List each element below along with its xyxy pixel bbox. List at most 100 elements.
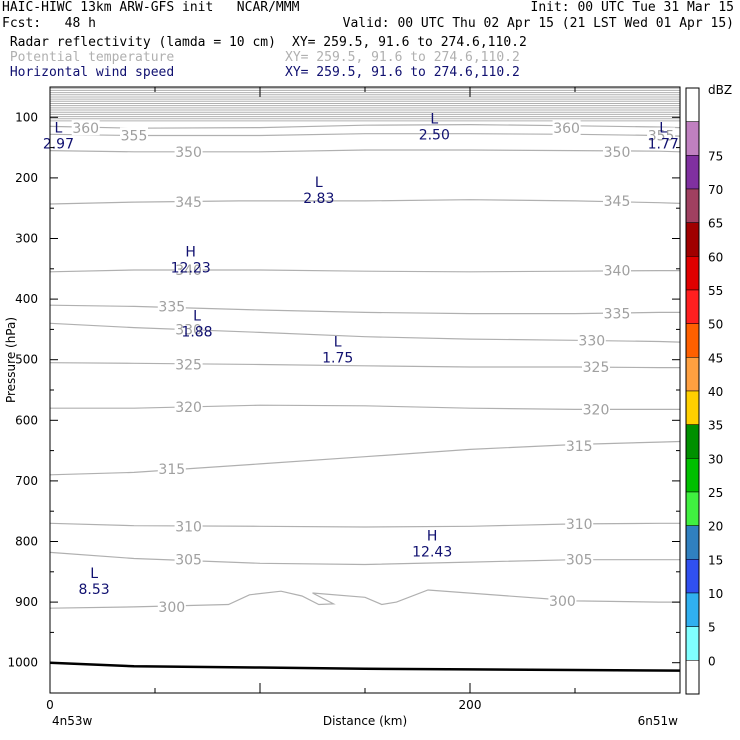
colorbar-level-label: 25 (708, 486, 723, 500)
colorbar-swatch (685, 626, 700, 661)
isentrope-label-bg (174, 356, 203, 372)
isentrope-label: 320 (583, 402, 610, 418)
field-xy-wind-speed: XY= 259.5, 91.6 to 274.6,110.2 (285, 65, 520, 80)
colorbar-swatch (685, 660, 700, 695)
colorbar-frame (685, 87, 700, 695)
isentrope-label: 320 (175, 400, 202, 416)
wind-extremum-value: 12.43 (412, 544, 452, 560)
header-init: Init: 00 UTC Tue 31 Mar 15 (530, 0, 735, 15)
wind-extremum-low-marker: L (90, 566, 98, 582)
isentrope-label-bg (174, 551, 203, 567)
isentrope-label-bg (174, 321, 203, 337)
colorbar-swatch (685, 424, 700, 459)
colorbar-level-label: 30 (708, 452, 723, 466)
x-tick-label: 0 (46, 698, 54, 712)
isentrope-label-bg (603, 192, 631, 208)
colorbar-level-label: 50 (708, 318, 723, 332)
y-tick-label: 900 (15, 595, 38, 609)
isentrope-300-line (50, 589, 680, 609)
isentrope-label-bg (548, 592, 577, 608)
wind-extremum-low-marker: L (430, 111, 438, 127)
isentrope-345-line (50, 199, 680, 205)
field-label-reflectivity: Radar reflectivity (lamda = 10 cm) (2, 35, 276, 50)
colorbar-swatch (685, 390, 700, 425)
isentrope-label: 355 (648, 128, 675, 144)
isentrope-label: 330 (578, 333, 605, 349)
isentrope-label-bg (647, 127, 676, 143)
header-title: HAIC-HIWC 13km ARW-GFS init NCAR/MMM (2, 0, 300, 15)
isentrope-340-line (50, 269, 680, 273)
colorbar-swatch (685, 491, 700, 526)
field-label-potential-temperature: Potential temperature (2, 50, 175, 65)
isentrope-355-line (50, 133, 680, 137)
y-tick-label: 1000 (7, 656, 38, 670)
colorbar-swatch (685, 289, 700, 324)
isentrope-label-bg (582, 401, 610, 417)
isentrope-label: 325 (583, 360, 610, 376)
isentrope-label-bg (174, 143, 203, 159)
colorbar-level-label: 60 (708, 250, 723, 264)
isentrope-label-bg (174, 194, 203, 210)
isentrope-label: 300 (549, 594, 576, 610)
colorbar-swatch (685, 357, 700, 392)
wind-extremum-value: 8.53 (79, 582, 110, 598)
wind-extremum-value: 2.97 (43, 136, 74, 152)
y-tick-label: 400 (15, 292, 38, 306)
colorbar-swatch (685, 87, 700, 122)
header-forecast: Fcst: 48 h (2, 16, 96, 31)
x-tick-label: 200 (459, 698, 482, 712)
wind-extremum-high-marker: H (185, 245, 196, 261)
colorbar-title: dBZ (708, 83, 732, 97)
isentrope-label: 315 (158, 462, 185, 478)
x-end-label-left: 4n53w (52, 714, 93, 728)
isentrope-320-line (50, 404, 680, 410)
colorbar-level-label: 40 (708, 385, 723, 399)
colorbar-level-label: 70 (708, 183, 723, 197)
isentrope-label-bg (577, 332, 606, 348)
isentrope-label: 330 (175, 322, 202, 338)
terrain-line (50, 661, 680, 672)
x-axis-label: Distance (km) (323, 714, 407, 728)
isentrope-label-bg (565, 515, 594, 531)
y-tick-label: 600 (15, 413, 38, 427)
colorbar-level-label: 55 (708, 284, 723, 298)
isentrope-label: 335 (604, 307, 631, 323)
isentrope-label: 360 (72, 121, 99, 137)
y-tick-label: 700 (15, 474, 38, 488)
wind-extremum-value: 12.23 (171, 261, 211, 277)
isentrope-label-bg (157, 460, 186, 476)
colorbar-level-label: 15 (708, 553, 723, 567)
isentrope-350-line (50, 149, 680, 153)
isentrope-330-line (50, 322, 680, 343)
header-valid: Valid: 00 UTC Thu 02 Apr 15 (21 LST Wed … (342, 16, 734, 31)
colorbar-swatch (685, 323, 700, 358)
colorbar-level-label: 75 (708, 149, 723, 163)
wind-extremum-value: 1.88 (181, 324, 212, 340)
colorbar-level-label: 5 (708, 621, 716, 635)
isentrope-label-bg (565, 551, 594, 567)
colorbar-swatch (685, 458, 700, 493)
colorbar-swatch (685, 525, 700, 560)
isentrope-label-bg (174, 398, 203, 414)
wind-extremum-value: 2.83 (303, 191, 334, 207)
isentrope-315-line (50, 440, 680, 476)
y-tick-label: 200 (15, 171, 38, 185)
isentrope-label: 345 (604, 194, 631, 210)
isentrope-label: 355 (121, 128, 148, 144)
y-axis-label: Pressure (hPa) (4, 317, 18, 403)
isentrope-label-bg (565, 437, 594, 453)
isentrope-label-bg (582, 358, 610, 374)
isentrope-label-bg (603, 262, 631, 278)
y-tick-label: 100 (15, 110, 38, 124)
colorbar-level-label: 35 (708, 419, 723, 433)
isentrope-label: 310 (566, 517, 593, 533)
isentrope-label-bg (174, 518, 203, 534)
colorbar-swatch (685, 188, 700, 223)
isentrope-label-bg (120, 127, 148, 143)
isentrope-label: 305 (566, 553, 593, 569)
isentrope-305-line (50, 551, 680, 566)
axes: 100 200 300 400 500 600 700 800 900 1000 0 200 4n53w… (4, 86, 681, 728)
isentrope-label: 300 (158, 600, 185, 616)
isentrope-label-bg (174, 262, 203, 278)
